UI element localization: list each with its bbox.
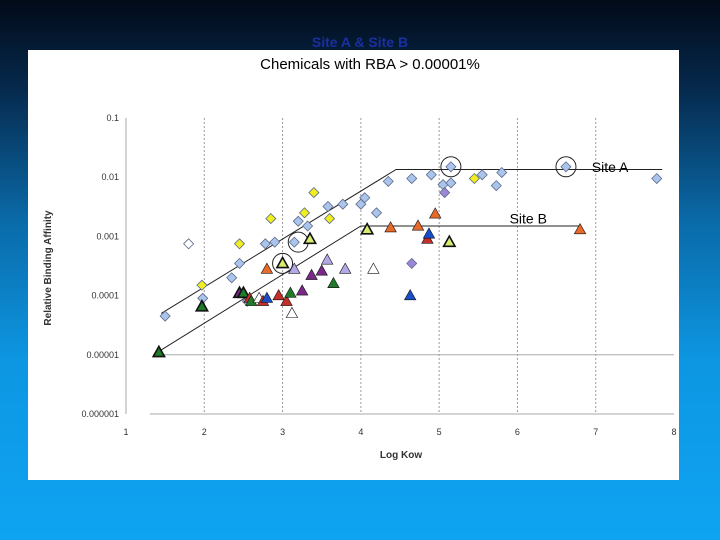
- diamond-point: [288, 236, 300, 248]
- triangle-point: [367, 262, 380, 274]
- x-tick-label: 4: [358, 427, 363, 437]
- diamond-point: [406, 257, 418, 269]
- diamond-point: [560, 161, 572, 173]
- highlight-circle: [440, 156, 462, 178]
- chart-panel: [28, 50, 679, 480]
- y-tick-label: 0.01: [101, 172, 119, 182]
- highlight-circles: [272, 156, 577, 274]
- diamond-point: [445, 177, 457, 189]
- triangle-point: [315, 264, 328, 276]
- trend-line: [153, 225, 581, 356]
- triangle-point: [194, 299, 210, 312]
- diamond-point: [439, 187, 451, 199]
- triangle-point: [260, 262, 274, 274]
- diamond-point: [308, 187, 320, 199]
- diamond-point: [337, 198, 349, 210]
- diamond-point: [468, 172, 480, 185]
- triangle-point: [284, 286, 297, 298]
- triangle-point: [360, 222, 375, 235]
- triangle-point: [285, 306, 299, 318]
- triangle-point: [280, 294, 293, 306]
- diamond-point: [196, 279, 208, 291]
- triangle-point: [442, 234, 457, 248]
- diamond-point: [292, 215, 304, 227]
- diamond-point: [302, 220, 314, 232]
- triangle-point: [151, 344, 166, 358]
- x-tick-label: 6: [515, 427, 520, 437]
- diamond-point: [445, 161, 457, 173]
- diamond-point: [490, 180, 502, 192]
- triangle-point: [320, 253, 334, 265]
- highlight-circle: [272, 252, 294, 274]
- y-tick-label: 0.001: [96, 231, 119, 241]
- diamond-point: [382, 175, 394, 187]
- y-tick-label: 0.000001: [81, 409, 119, 419]
- triangle-point: [305, 268, 318, 280]
- diamond-point: [259, 238, 271, 250]
- diamond-point: [183, 238, 195, 250]
- triangle-point: [384, 221, 397, 233]
- triangle-point: [411, 219, 425, 231]
- x-tick-label: 5: [437, 427, 442, 437]
- chart-subtitle: Chemicals with RBA > 0.00001%: [260, 56, 480, 73]
- triangle-point: [302, 231, 318, 245]
- y-axis-label: Relative Binding Affinity: [43, 210, 54, 326]
- axes: [125, 118, 674, 415]
- triangle-point: [272, 288, 285, 301]
- triangle-point: [403, 288, 417, 301]
- slide-title: Site A & Site B: [311, 34, 409, 50]
- diamond-point: [226, 272, 238, 284]
- x-tick-label: 1: [123, 427, 128, 437]
- x-axis-label: Log Kow: [380, 450, 422, 461]
- triangle-point: [236, 285, 251, 299]
- diamond-point: [496, 166, 508, 179]
- data-points: [151, 161, 663, 358]
- triangle-point: [288, 262, 301, 274]
- diamond-point: [425, 169, 437, 181]
- diamond-point: [233, 257, 246, 269]
- diamond-point: [476, 169, 488, 181]
- diamond-point: [322, 200, 334, 213]
- triangle-point: [338, 262, 352, 274]
- annotations: Site A Site B: [510, 159, 629, 227]
- triangle-point: [327, 276, 340, 289]
- diamond-point: [359, 192, 371, 204]
- x-tick-label: 7: [593, 427, 598, 437]
- triangle-point: [260, 291, 274, 303]
- x-tick-label: 2: [202, 427, 207, 437]
- diamond-point: [298, 207, 311, 219]
- diamond-point: [651, 172, 663, 185]
- diamond-point: [323, 213, 336, 225]
- triangle-point: [573, 223, 587, 235]
- triangle-point: [275, 255, 290, 269]
- y-tick-label: 0.0001: [91, 291, 119, 301]
- x-tick-label: 3: [280, 427, 285, 437]
- diamond-point: [437, 179, 449, 191]
- x-tick-label: 8: [671, 427, 676, 437]
- gridlines: [203, 118, 597, 414]
- diamond-point: [269, 236, 281, 248]
- annotation-label: Site B: [510, 211, 547, 227]
- diamond-point: [159, 310, 171, 322]
- triangle-point: [429, 207, 442, 219]
- diamond-point: [370, 207, 383, 219]
- triangle-point: [295, 284, 309, 296]
- triangle-point: [422, 227, 436, 239]
- diamond-point: [406, 172, 418, 185]
- triangle-point: [245, 294, 258, 306]
- annotation-label: Site A: [592, 159, 629, 175]
- y-tick-label: 0.00001: [86, 350, 119, 360]
- diamond-point: [265, 213, 277, 225]
- diamond-point: [233, 238, 246, 250]
- y-tick-label: 0.1: [106, 113, 119, 123]
- highlight-circle: [555, 156, 577, 178]
- tick-labels: 1 2 3 4 5 6 7 8 0.1 0.01 0.001 0.0001 0.00001 0.00000…: [81, 113, 676, 437]
